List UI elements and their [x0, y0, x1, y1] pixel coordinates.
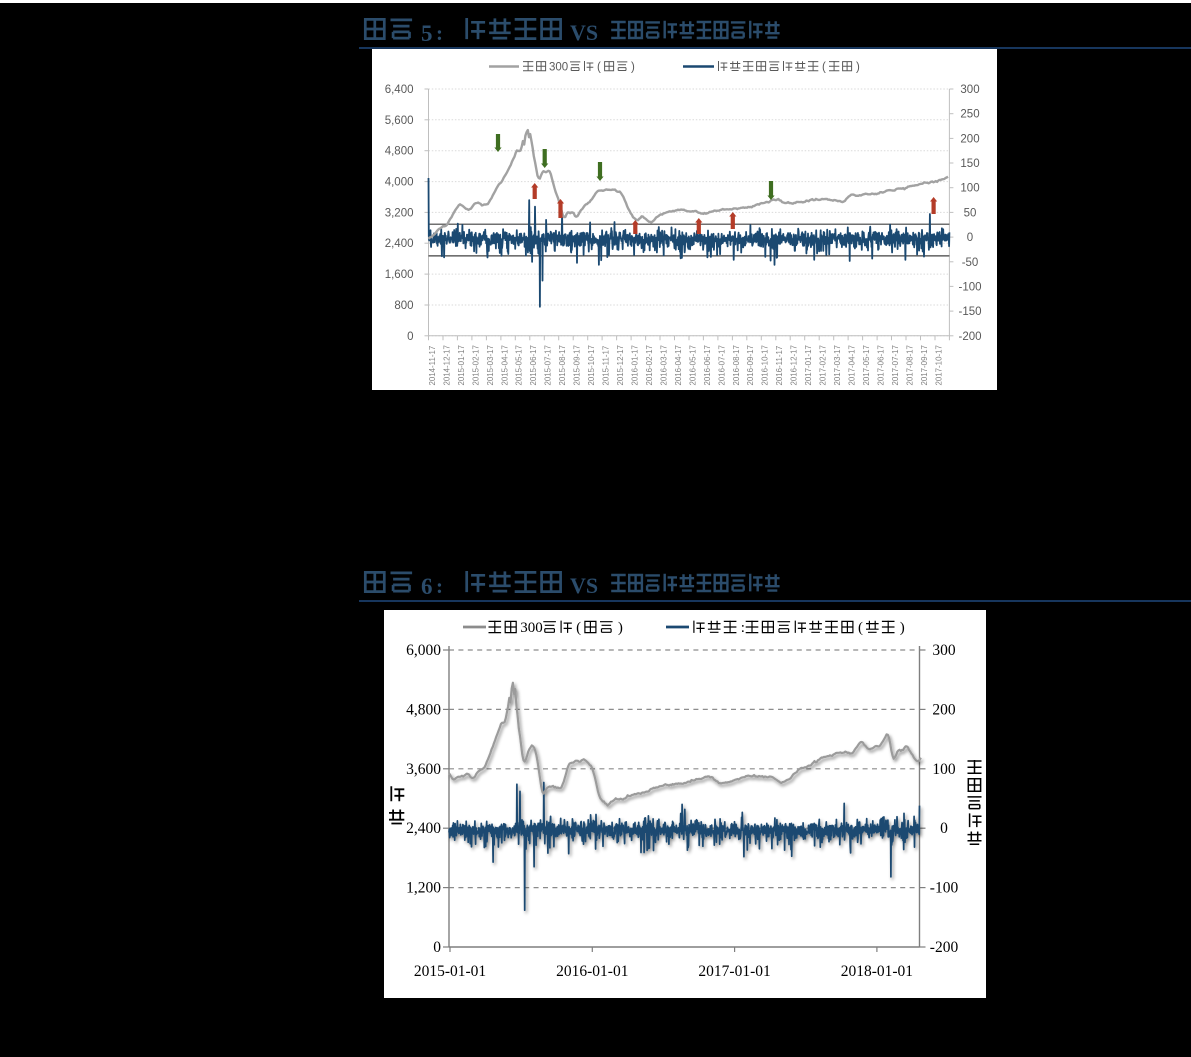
- svg-text:2015-08-17: 2015-08-17: [558, 345, 567, 385]
- svg-text:2015-01-01: 2015-01-01: [414, 963, 486, 980]
- svg-text:2016-06-17: 2016-06-17: [703, 345, 712, 385]
- svg-text:6,400: 6,400: [385, 84, 414, 96]
- svg-text::: :: [436, 574, 443, 598]
- svg-text:2016-01-01: 2016-01-01: [556, 963, 628, 980]
- svg-text:2015-02-17: 2015-02-17: [471, 345, 480, 385]
- svg-text:2017-03-17: 2017-03-17: [833, 345, 842, 385]
- svg-text:2017-02-17: 2017-02-17: [819, 345, 828, 385]
- svg-text:2015-04-17: 2015-04-17: [500, 345, 509, 385]
- svg-text:800: 800: [394, 300, 413, 312]
- svg-text:2016-03-17: 2016-03-17: [659, 345, 668, 385]
- svg-text:0: 0: [940, 820, 948, 837]
- svg-text:2015-09-17: 2015-09-17: [573, 345, 582, 385]
- svg-text:100: 100: [960, 183, 979, 195]
- svg-text:2017-06-17: 2017-06-17: [877, 345, 886, 385]
- svg-text:(: (: [576, 620, 581, 636]
- svg-text:VS: VS: [570, 20, 598, 45]
- svg-text::: :: [436, 21, 443, 45]
- svg-text:2017-08-17: 2017-08-17: [905, 345, 914, 385]
- svg-text:2015-11-17: 2015-11-17: [602, 346, 611, 386]
- svg-text:2017-01-17: 2017-01-17: [804, 345, 813, 385]
- svg-text:): ): [618, 620, 623, 636]
- svg-text:2015-10-17: 2015-10-17: [587, 345, 596, 385]
- svg-text:150: 150: [960, 158, 979, 170]
- svg-text:6,000: 6,000: [406, 642, 441, 659]
- svg-text:0: 0: [967, 232, 973, 244]
- svg-text:-50: -50: [962, 257, 979, 269]
- svg-text:3,200: 3,200: [385, 207, 414, 219]
- svg-text:-100: -100: [930, 880, 959, 897]
- svg-text:2015-01-17: 2015-01-17: [457, 345, 466, 385]
- svg-text:2,400: 2,400: [385, 238, 414, 250]
- svg-text:2014-11-17: 2014-11-17: [428, 346, 437, 386]
- svg-text:2016-12-17: 2016-12-17: [790, 345, 799, 385]
- svg-text:5,600: 5,600: [385, 115, 414, 127]
- svg-text:2015-07-17: 2015-07-17: [544, 345, 553, 385]
- svg-text:2015-05-17: 2015-05-17: [515, 345, 524, 385]
- svg-text:200: 200: [960, 133, 979, 145]
- svg-text:2017-07-17: 2017-07-17: [891, 345, 900, 385]
- svg-text:250: 250: [960, 109, 979, 121]
- svg-text:2016-05-17: 2016-05-17: [688, 345, 697, 385]
- svg-text:2016-04-17: 2016-04-17: [674, 345, 683, 385]
- svg-text:0: 0: [407, 331, 413, 343]
- svg-text:2016-10-17: 2016-10-17: [761, 345, 770, 385]
- svg-text:300: 300: [960, 84, 979, 96]
- svg-text:2015-06-17: 2015-06-17: [529, 345, 538, 385]
- svg-text:4,000: 4,000: [385, 177, 414, 189]
- svg-text:2017-04-17: 2017-04-17: [848, 345, 857, 385]
- svg-text:4,800: 4,800: [385, 146, 414, 158]
- svg-text:): ): [631, 62, 635, 74]
- svg-text:2017-09-17: 2017-09-17: [920, 345, 929, 385]
- svg-text:(: (: [858, 620, 863, 636]
- svg-text:4,800: 4,800: [406, 701, 441, 718]
- svg-text:0: 0: [433, 939, 441, 956]
- svg-text:-100: -100: [958, 281, 981, 293]
- svg-text:-150: -150: [958, 306, 981, 318]
- svg-text:300: 300: [520, 620, 543, 636]
- svg-text:2,400: 2,400: [406, 820, 441, 837]
- svg-text:2017-01-01: 2017-01-01: [698, 963, 770, 980]
- svg-text:2016-02-17: 2016-02-17: [645, 345, 654, 385]
- svg-text:2014-12-17: 2014-12-17: [442, 345, 451, 385]
- svg-text:(: (: [822, 62, 826, 74]
- svg-text:2017-05-17: 2017-05-17: [862, 345, 871, 385]
- svg-text:2016-11-17: 2016-11-17: [775, 346, 784, 386]
- svg-text:300: 300: [549, 62, 568, 74]
- svg-text:-200: -200: [930, 939, 959, 956]
- svg-text:2015-03-17: 2015-03-17: [486, 345, 495, 385]
- svg-text:2016-08-17: 2016-08-17: [732, 345, 741, 385]
- svg-text:2016-01-17: 2016-01-17: [631, 345, 640, 385]
- svg-text:(: (: [597, 62, 601, 74]
- svg-text:200: 200: [932, 701, 956, 718]
- svg-text::: :: [741, 620, 745, 636]
- svg-text:2015-12-17: 2015-12-17: [616, 345, 625, 385]
- svg-text:100: 100: [932, 761, 956, 778]
- svg-text:1,200: 1,200: [406, 880, 441, 897]
- svg-text:300: 300: [932, 642, 956, 659]
- svg-text:VS: VS: [570, 573, 598, 598]
- svg-text:3,600: 3,600: [406, 761, 441, 778]
- svg-text:2017-10-17: 2017-10-17: [934, 345, 943, 385]
- svg-text:2016-09-17: 2016-09-17: [746, 345, 755, 385]
- svg-text:6: 6: [421, 574, 433, 599]
- svg-text:-200: -200: [958, 331, 981, 343]
- svg-text:1,600: 1,600: [385, 269, 414, 281]
- svg-text:5: 5: [421, 21, 433, 46]
- svg-text:): ): [900, 620, 905, 636]
- svg-text:2018-01-01: 2018-01-01: [841, 963, 913, 980]
- svg-text:2016-07-17: 2016-07-17: [717, 345, 726, 385]
- svg-text:): ): [856, 62, 860, 74]
- svg-text:50: 50: [964, 207, 977, 219]
